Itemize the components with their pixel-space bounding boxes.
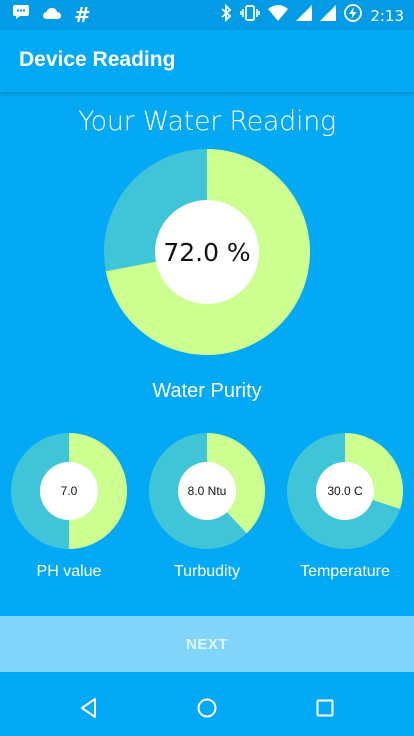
home-icon[interactable] bbox=[193, 694, 221, 722]
wifi-icon bbox=[268, 5, 289, 27]
nav-bar bbox=[0, 680, 414, 736]
status-bar: # 2:13 bbox=[0, 0, 414, 30]
app-bar: Device Reading bbox=[0, 30, 414, 92]
ph-label: PH value bbox=[36, 563, 102, 580]
temperature-gauge-center bbox=[316, 462, 374, 520]
hash-icon: # bbox=[74, 3, 91, 27]
status-right-icons: 2:13 bbox=[220, 3, 404, 28]
turbidity-gauge-fill bbox=[207, 433, 265, 534]
temperature-label: Temperature bbox=[300, 563, 390, 580]
temperature-value: 30.0 C bbox=[327, 484, 363, 498]
turbidity-value: 8.0 Ntu bbox=[187, 484, 227, 498]
bluetooth-icon bbox=[220, 3, 232, 28]
app-title: Device Reading bbox=[19, 48, 176, 71]
back-icon[interactable] bbox=[75, 694, 103, 722]
water-purity-gauge bbox=[104, 149, 310, 355]
water-purity-label: Water Purity bbox=[152, 380, 262, 402]
ph-gauge-center bbox=[40, 462, 98, 520]
next-button[interactable]: NEXT bbox=[0, 616, 414, 672]
ph-value: 7.0 bbox=[60, 484, 78, 498]
water-purity-gauge-center bbox=[155, 200, 259, 304]
water-purity-value: 72.0 % bbox=[163, 237, 251, 267]
ph-gauge bbox=[11, 433, 127, 549]
signal-icon bbox=[296, 5, 313, 27]
recents-icon[interactable] bbox=[311, 694, 339, 722]
turbidity-label: Turbudity bbox=[173, 563, 241, 580]
turbidity-gauge-center bbox=[178, 462, 236, 520]
signal-icon bbox=[320, 5, 337, 27]
battery-charging-icon bbox=[344, 4, 363, 28]
cloud-icon bbox=[42, 4, 62, 26]
status-left-icons: # bbox=[12, 4, 91, 26]
message-icon bbox=[12, 4, 30, 26]
temperature-gauge bbox=[287, 433, 403, 549]
vibrate-icon bbox=[240, 5, 261, 27]
status-time: 2:13 bbox=[370, 7, 404, 25]
reading-heading: Your Water Reading bbox=[78, 106, 336, 137]
turbidity-gauge bbox=[149, 433, 265, 549]
